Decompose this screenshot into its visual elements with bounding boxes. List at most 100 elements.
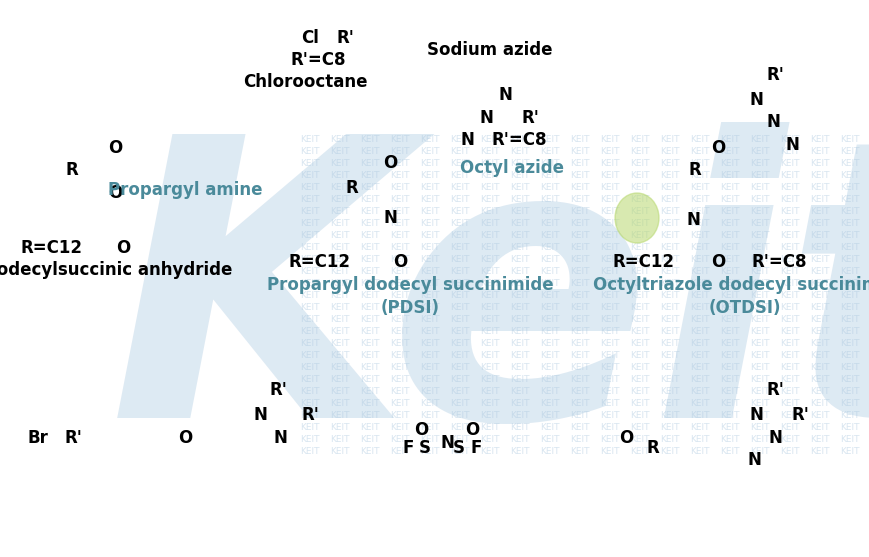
Text: KEIT: KEIT bbox=[481, 291, 500, 300]
Text: KEIT: KEIT bbox=[421, 256, 440, 265]
Text: N: N bbox=[273, 429, 287, 447]
Text: KEIT: KEIT bbox=[780, 291, 799, 300]
Text: KEIT: KEIT bbox=[301, 399, 320, 408]
Text: KEIT: KEIT bbox=[600, 328, 620, 336]
Text: KEIT: KEIT bbox=[690, 388, 710, 397]
Text: KEIT: KEIT bbox=[390, 340, 410, 349]
Text: KEIT: KEIT bbox=[780, 267, 799, 276]
Text: KEIT: KEIT bbox=[750, 388, 770, 397]
Text: KEIT: KEIT bbox=[510, 148, 530, 157]
Text: KEIT: KEIT bbox=[481, 256, 500, 265]
Text: KEIT: KEIT bbox=[421, 304, 440, 312]
Text: KEIT: KEIT bbox=[330, 243, 349, 252]
Text: KEIT: KEIT bbox=[330, 447, 349, 457]
Text: KEIT: KEIT bbox=[361, 256, 380, 265]
Text: KEIT: KEIT bbox=[840, 423, 859, 432]
Text: KEIT: KEIT bbox=[541, 351, 560, 360]
Text: KEIT: KEIT bbox=[421, 148, 440, 157]
Text: KEIT: KEIT bbox=[840, 183, 859, 193]
Text: KEIT: KEIT bbox=[421, 412, 440, 421]
Text: KEIT: KEIT bbox=[660, 388, 680, 397]
Text: KEIT: KEIT bbox=[390, 399, 410, 408]
Text: KEIT: KEIT bbox=[630, 399, 650, 408]
Text: KEIT: KEIT bbox=[690, 304, 710, 312]
Text: KEIT: KEIT bbox=[690, 183, 710, 193]
Text: KEIT: KEIT bbox=[390, 364, 410, 373]
Text: KEIT: KEIT bbox=[301, 351, 320, 360]
Text: KEIT: KEIT bbox=[330, 364, 349, 373]
Text: KEIT: KEIT bbox=[600, 375, 620, 384]
Text: KEIT: KEIT bbox=[660, 412, 680, 421]
Text: KEIT: KEIT bbox=[570, 219, 590, 228]
Text: KEIT: KEIT bbox=[690, 340, 710, 349]
Text: KEIT: KEIT bbox=[690, 280, 710, 289]
Text: R: R bbox=[346, 179, 358, 197]
Text: KEIT: KEIT bbox=[301, 196, 320, 204]
Text: Cl: Cl bbox=[301, 29, 319, 47]
Text: KEIT: KEIT bbox=[660, 172, 680, 180]
Text: KEIT: KEIT bbox=[750, 447, 770, 457]
Text: KEIT: KEIT bbox=[840, 436, 859, 444]
Text: KEIT: KEIT bbox=[750, 423, 770, 432]
Text: KEIT: KEIT bbox=[630, 375, 650, 384]
Text: KEIT: KEIT bbox=[510, 267, 530, 276]
Text: KEIT: KEIT bbox=[720, 183, 740, 193]
Text: KEIT: KEIT bbox=[481, 196, 500, 204]
Text: KEIT: KEIT bbox=[421, 388, 440, 397]
Text: KEIT: KEIT bbox=[810, 364, 830, 373]
Text: KEIT: KEIT bbox=[330, 291, 349, 300]
Text: KEIT: KEIT bbox=[780, 340, 799, 349]
Text: KEIT: KEIT bbox=[481, 148, 500, 157]
Text: KEIT: KEIT bbox=[570, 423, 590, 432]
Text: KEIT: KEIT bbox=[780, 256, 799, 265]
Text: KEIT: KEIT bbox=[421, 280, 440, 289]
Text: KEIT: KEIT bbox=[630, 267, 650, 276]
Text: KEIT: KEIT bbox=[780, 304, 799, 312]
Text: KEIT: KEIT bbox=[600, 315, 620, 325]
Text: KEIT: KEIT bbox=[840, 208, 859, 217]
Text: KEIT: KEIT bbox=[330, 399, 349, 408]
Text: KEIT: KEIT bbox=[481, 315, 500, 325]
Text: KEIT: KEIT bbox=[361, 328, 380, 336]
Text: KEIT: KEIT bbox=[630, 436, 650, 444]
Text: KEIT: KEIT bbox=[450, 267, 470, 276]
Text: KEIT: KEIT bbox=[600, 208, 620, 217]
Text: KEIT: KEIT bbox=[450, 412, 470, 421]
Text: KEIT: KEIT bbox=[570, 351, 590, 360]
Text: KEIT: KEIT bbox=[720, 243, 740, 252]
Text: S: S bbox=[453, 439, 465, 457]
Text: KEIT: KEIT bbox=[510, 243, 530, 252]
Text: KEIT: KEIT bbox=[570, 399, 590, 408]
Text: KEIT: KEIT bbox=[840, 232, 859, 241]
Text: KEIT: KEIT bbox=[541, 243, 560, 252]
Text: KEIT: KEIT bbox=[421, 196, 440, 204]
Text: KEIT: KEIT bbox=[720, 196, 740, 204]
Text: R: R bbox=[647, 439, 660, 457]
Text: KEIT: KEIT bbox=[361, 388, 380, 397]
Text: KEIT: KEIT bbox=[481, 304, 500, 312]
Text: R=C12: R=C12 bbox=[289, 253, 351, 271]
Text: KEIT: KEIT bbox=[750, 436, 770, 444]
Text: KEIT: KEIT bbox=[630, 328, 650, 336]
Text: KEIT: KEIT bbox=[840, 447, 859, 457]
Text: KEIT: KEIT bbox=[361, 315, 380, 325]
Text: KEIT: KEIT bbox=[330, 412, 349, 421]
Text: KEIT: KEIT bbox=[570, 159, 590, 169]
Text: KEIT: KEIT bbox=[720, 232, 740, 241]
Text: KEIT: KEIT bbox=[330, 219, 349, 228]
Text: KEIT: KEIT bbox=[750, 172, 770, 180]
Text: O: O bbox=[619, 429, 634, 447]
Text: KEIT: KEIT bbox=[720, 256, 740, 265]
Text: KEIT: KEIT bbox=[390, 219, 410, 228]
Text: KEIT: KEIT bbox=[570, 256, 590, 265]
Text: KEIT: KEIT bbox=[510, 208, 530, 217]
Text: KEIT: KEIT bbox=[690, 315, 710, 325]
Text: KEIT: KEIT bbox=[690, 135, 710, 144]
Text: KEIT: KEIT bbox=[541, 423, 560, 432]
Text: KEIT: KEIT bbox=[720, 315, 740, 325]
Text: KEIT: KEIT bbox=[361, 436, 380, 444]
Text: KEIT: KEIT bbox=[840, 172, 859, 180]
Text: KEIT: KEIT bbox=[541, 304, 560, 312]
Text: KEIT: KEIT bbox=[690, 351, 710, 360]
Text: KEIT: KEIT bbox=[630, 172, 650, 180]
